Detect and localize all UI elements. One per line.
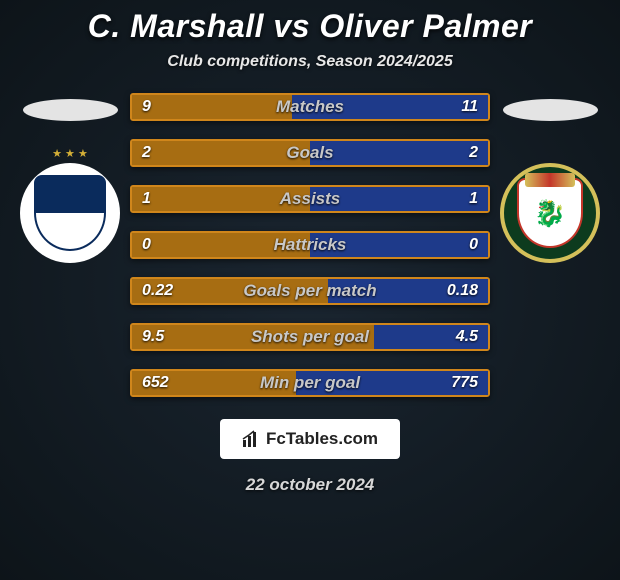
stat-value-right: 775: [451, 374, 478, 392]
left-player-placeholder: [23, 99, 118, 121]
stat-label: Matches: [276, 97, 344, 117]
stat-bar: 2 Goals 2: [130, 139, 490, 167]
stat-value-left: 1: [142, 190, 151, 208]
chart-icon: [242, 430, 260, 448]
stat-value-right: 1: [469, 190, 478, 208]
stats-bars: 9 Matches 11 2 Goals 2 1 Assists 1 0 Hattricks 0 0.2…: [130, 93, 490, 397]
crest-shield-icon: 🐉: [517, 178, 583, 248]
stat-label: Shots per goal: [251, 327, 369, 347]
stat-value-left: 9.5: [142, 328, 164, 346]
stat-value-left: 652: [142, 374, 169, 392]
stat-label: Hattricks: [274, 235, 347, 255]
dragon-icon: 🐉: [534, 198, 566, 229]
bar-fill-right: [310, 141, 488, 165]
stat-bar: 0.22 Goals per match 0.18: [130, 277, 490, 305]
attribution-text: FcTables.com: [266, 429, 378, 449]
page-title: C. Marshall vs Oliver Palmer: [88, 8, 532, 45]
stat-value-left: 0: [142, 236, 151, 254]
stat-label: Min per goal: [260, 373, 360, 393]
stat-value-left: 0.22: [142, 282, 173, 300]
stat-value-right: 11: [461, 98, 478, 116]
stat-value-right: 4.5: [456, 328, 478, 346]
stat-value-left: 9: [142, 98, 151, 116]
right-player-placeholder: [503, 99, 598, 121]
stat-label: Goals per match: [243, 281, 376, 301]
stat-value-right: 2: [469, 144, 478, 162]
stat-value-right: 0.18: [447, 282, 478, 300]
bar-fill-left: [132, 95, 292, 119]
stat-value-left: 2: [142, 144, 151, 162]
stat-value-right: 0: [469, 236, 478, 254]
stat-bar: 652 Min per goal 775: [130, 369, 490, 397]
right-team-crest: 🐉: [500, 163, 600, 263]
crest-shield-icon: [34, 175, 106, 251]
left-player-column: ★ ★ ★: [10, 93, 130, 263]
main-area: ★ ★ ★ 9 Matches 11 2 Goals 2 1 Assists 1 0 Hattric…: [0, 93, 620, 397]
attribution-badge: FcTables.com: [220, 419, 400, 459]
comparison-card: C. Marshall vs Oliver Palmer Club compet…: [0, 0, 620, 580]
stat-bar: 0 Hattricks 0: [130, 231, 490, 259]
stat-bar: 9 Matches 11: [130, 93, 490, 121]
bar-fill-left: [132, 141, 310, 165]
date-text: 22 october 2024: [246, 475, 375, 495]
stat-label: Assists: [280, 189, 340, 209]
stat-label: Goals: [286, 143, 333, 163]
crest-stars-icon: ★ ★ ★: [40, 147, 100, 160]
left-team-crest: ★ ★ ★: [20, 163, 120, 263]
right-player-column: 🐉: [490, 93, 610, 263]
stat-bar: 1 Assists 1: [130, 185, 490, 213]
crest-plume-icon: [525, 173, 575, 187]
stat-bar: 9.5 Shots per goal 4.5: [130, 323, 490, 351]
page-subtitle: Club competitions, Season 2024/2025: [167, 53, 452, 71]
